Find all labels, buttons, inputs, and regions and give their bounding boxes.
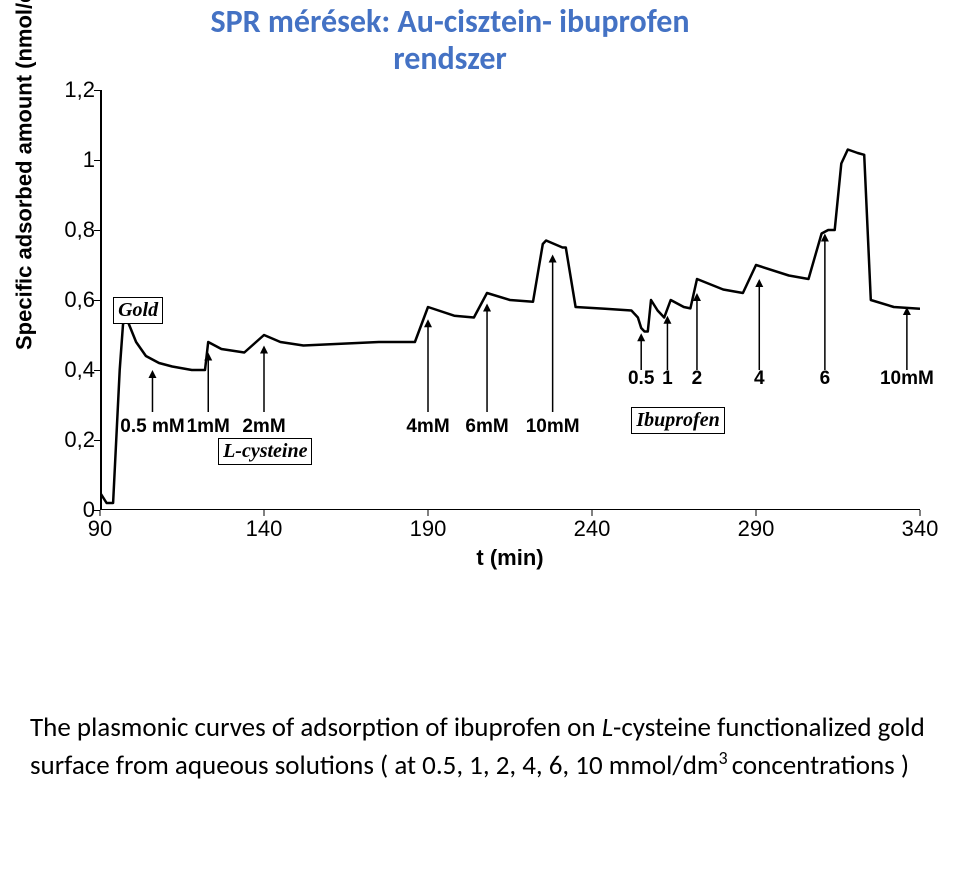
injection-label: 4 — [754, 368, 765, 390]
title-line1: SPR mérések: Au-cisztein- ibuprofen — [210, 2, 689, 41]
y-tick-label: 0,2 — [45, 427, 95, 453]
x-tick-label: 190 — [410, 516, 447, 542]
ibuprofen-label: Ibuprofen — [631, 407, 724, 434]
x-tick-mark — [428, 510, 429, 516]
x-tick-label: 290 — [738, 516, 775, 542]
y-tick-label: 0,8 — [45, 217, 95, 243]
x-tick-label: 340 — [902, 516, 939, 542]
gold-label: Gold — [113, 297, 163, 324]
injection-label: 6 — [820, 368, 831, 390]
y-tick-label: 1,2 — [45, 77, 95, 103]
spr-chart: Specific adsorbed amount (nmol/cm2) t (m… — [10, 70, 950, 640]
y-tick-label: 0,4 — [45, 357, 95, 383]
y-tick-label: 1 — [45, 147, 95, 173]
x-tick-label: 90 — [88, 516, 112, 542]
injection-label: 10mM — [526, 416, 580, 438]
x-tick-label: 240 — [574, 516, 611, 542]
caption-text: The plasmonic curves of adsorption of ib… — [30, 710, 930, 785]
x-tick-mark — [100, 510, 101, 516]
x-tick-mark — [756, 510, 757, 516]
x-axis-line — [100, 509, 920, 511]
lcysteine-label: L-cysteine — [218, 438, 312, 465]
slide-title: SPR mérések: Au-cisztein- ibuprofen rend… — [130, 4, 770, 78]
injection-label: 4mM — [406, 416, 449, 438]
x-tick-mark — [264, 510, 265, 516]
x-axis-label: t (min) — [476, 545, 543, 571]
injection-label: 2 — [692, 368, 703, 390]
y-tick-mark — [94, 230, 100, 231]
injection-label: 1mM — [187, 416, 230, 438]
y-tick-label: 0,6 — [45, 287, 95, 313]
y-tick-mark — [94, 160, 100, 161]
y-tick-mark — [94, 440, 100, 441]
x-tick-mark — [920, 510, 921, 516]
injection-label: 10mM — [880, 368, 934, 390]
injection-label: 1 — [662, 368, 673, 390]
y-tick-mark — [94, 300, 100, 301]
injection-label: 0.5 — [628, 368, 654, 390]
y-tick-mark — [94, 370, 100, 371]
x-tick-mark — [592, 510, 593, 516]
injection-label: 6mM — [465, 416, 508, 438]
y-axis-line — [100, 90, 102, 510]
plot-area: t (min) 00,20,40,60,811,2901401902402903… — [100, 90, 920, 510]
y-tick-mark — [94, 90, 100, 91]
y-axis-label: Specific adsorbed amount (nmol/cm2) — [10, 0, 37, 350]
injection-label: 2mM — [242, 416, 285, 438]
x-tick-label: 140 — [246, 516, 283, 542]
injection-label: 0.5 mM — [120, 416, 184, 438]
